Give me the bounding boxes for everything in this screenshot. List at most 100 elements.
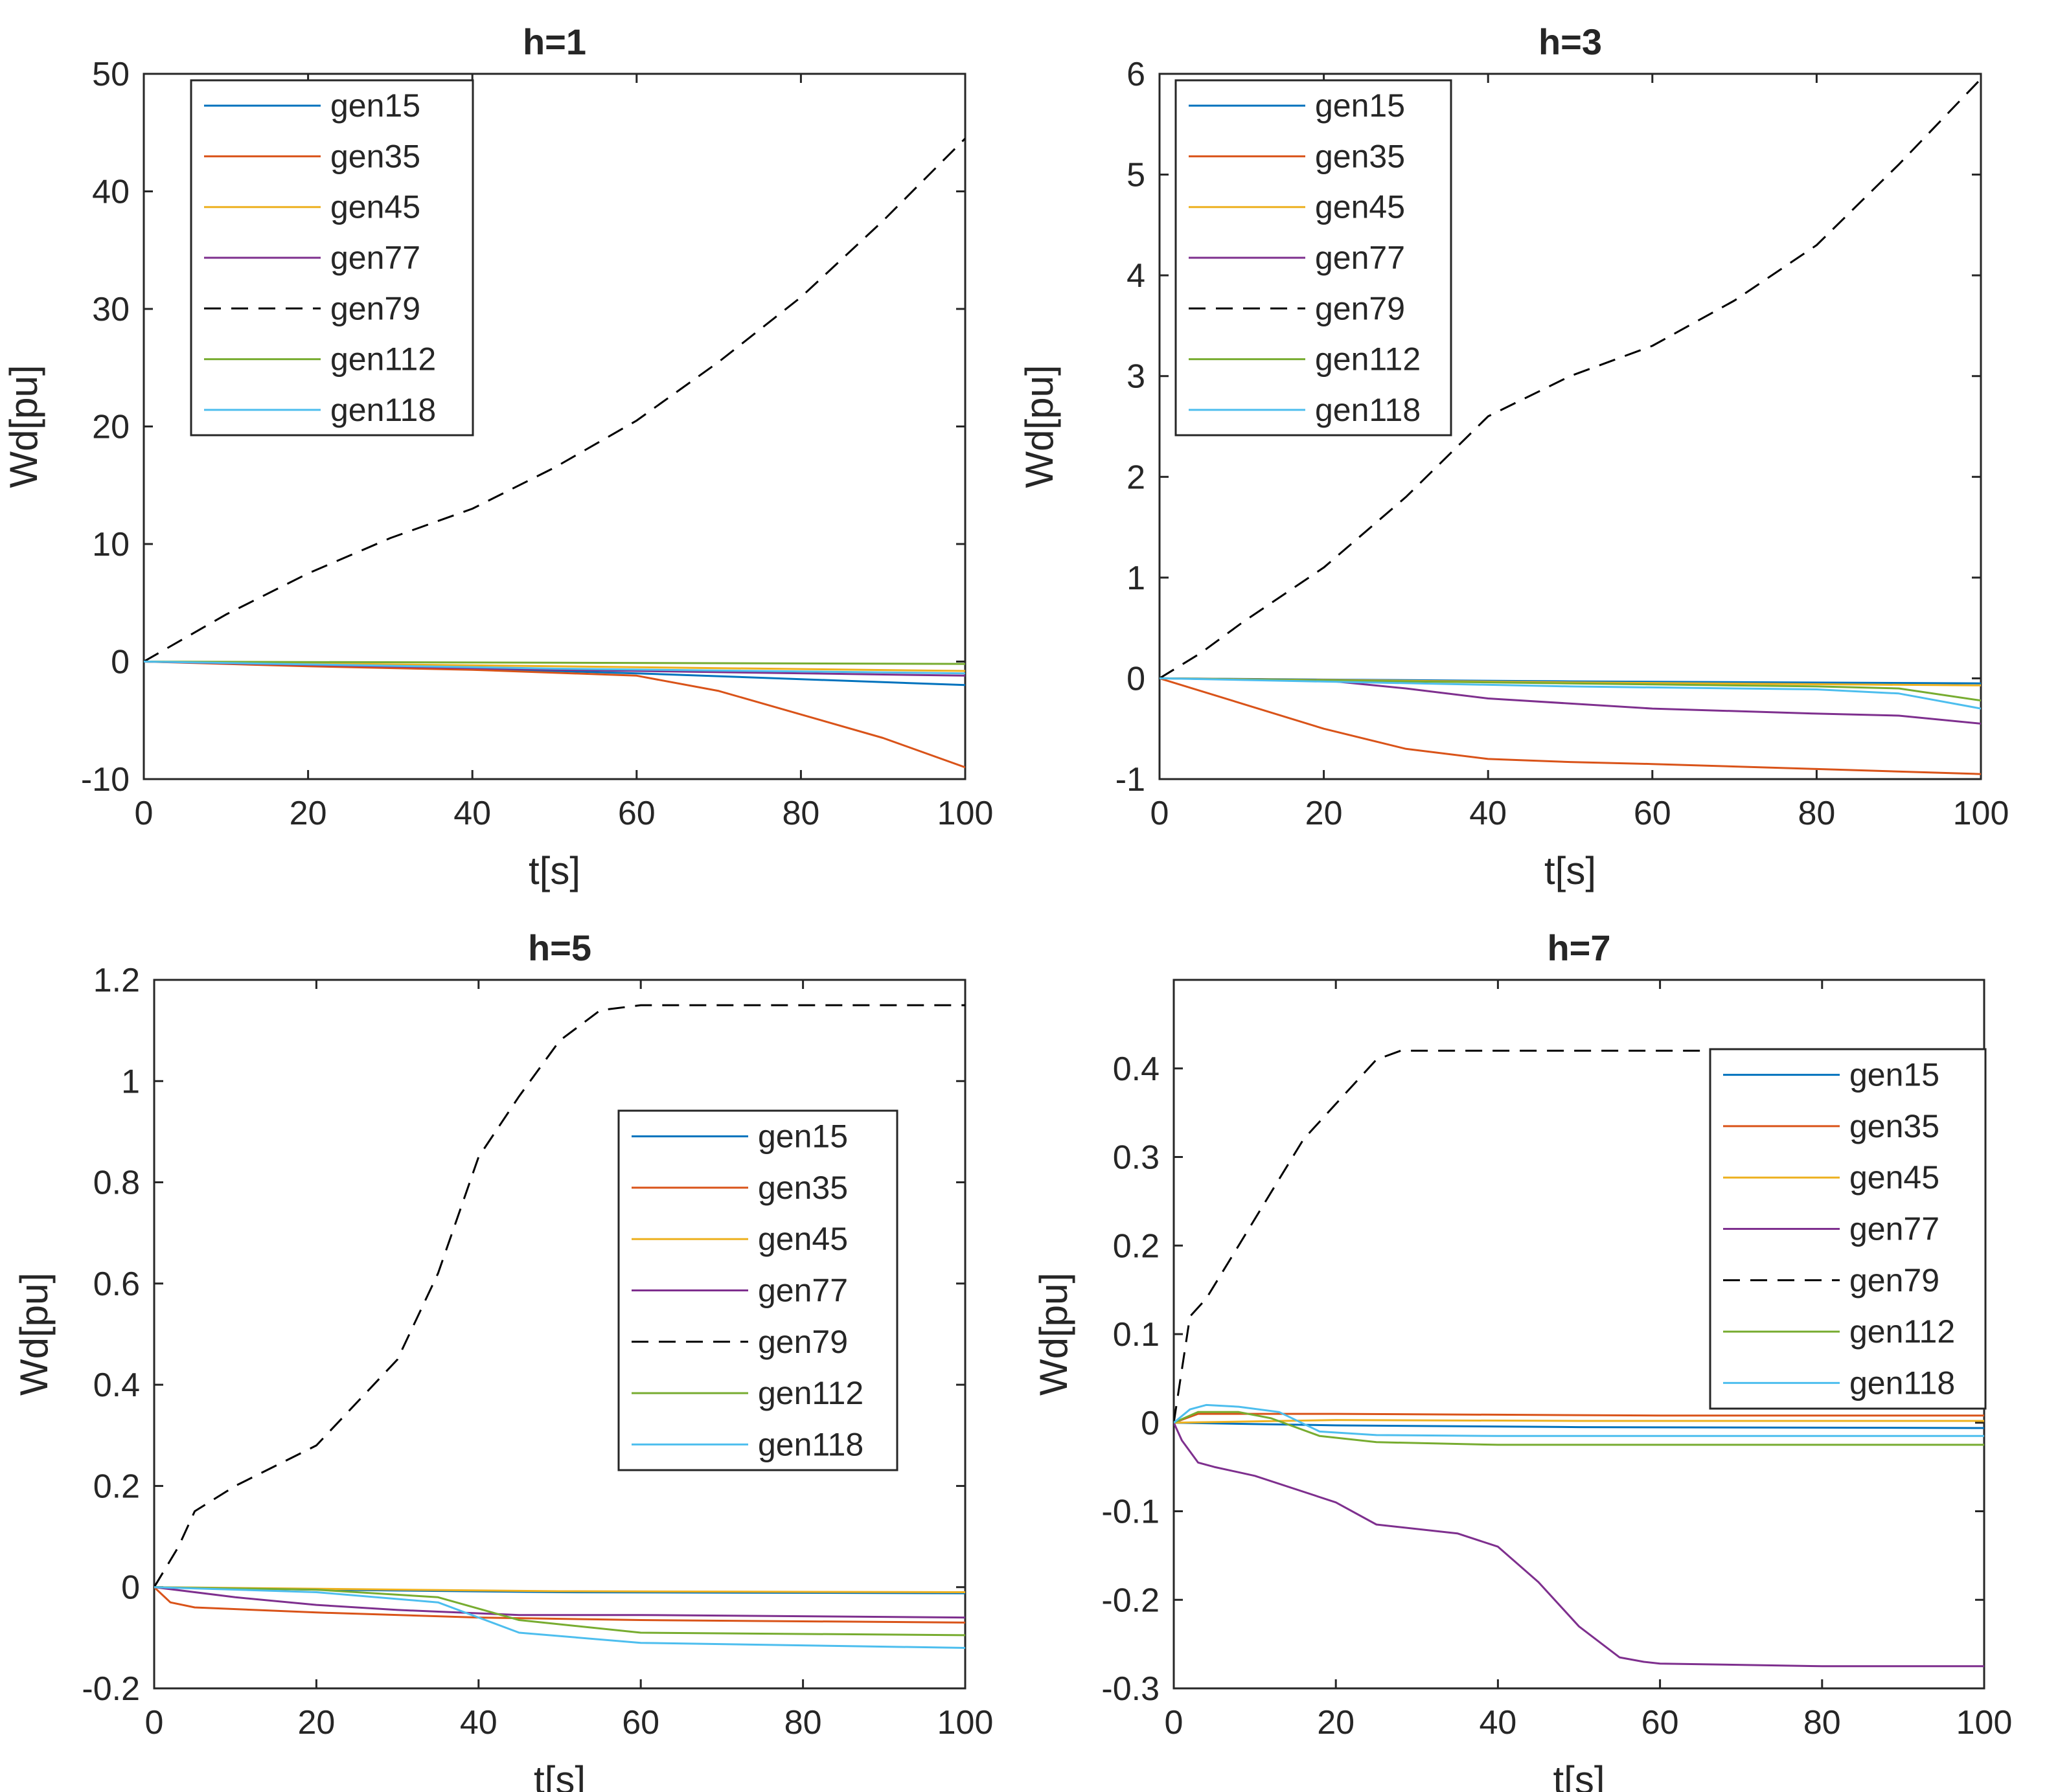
legend-label-gen45: gen45 (1849, 1159, 1939, 1196)
x-tick-label: 40 (453, 795, 491, 832)
y-tick-label: -0.3 (1101, 1670, 1160, 1708)
x-tick-label: 20 (290, 795, 327, 832)
chart-panel-4: 0 20 40 60 80 100 -0.3 -0.2 -0.1 0 0.1 0.2 0.3 0.4 h=7… (1032, 927, 2012, 1792)
legend-label-gen79: gen79 (1315, 290, 1405, 326)
x-tick-label: 0 (135, 795, 154, 832)
legend-label-gen112: gen112 (758, 1375, 863, 1411)
series-line-gen79 (144, 137, 965, 663)
x-tick-label: 80 (782, 795, 819, 832)
y-tick-label: 0.4 (93, 1367, 140, 1404)
x-tick-label: 20 (1317, 1704, 1355, 1741)
legend: gen15 gen35 gen45 gen77 gen79 gen112 gen118 (1709, 1048, 1987, 1410)
series-line-gen35 (144, 661, 965, 769)
chart-title: h=5 (528, 927, 591, 968)
series-line-gen112 (154, 1586, 965, 1637)
series-line-gen45 (1174, 1419, 1984, 1424)
y-tick-label: 1 (1126, 560, 1145, 597)
y-tick-label: 6 (1126, 56, 1145, 93)
y-tick-label: 1 (121, 1063, 140, 1100)
y-tick-label: 0 (121, 1569, 140, 1607)
y-tick-label: 4 (1126, 257, 1145, 295)
chart-title: h=3 (1538, 21, 1602, 62)
series-line-gen35 (154, 1586, 965, 1624)
legend-label-gen35: gen35 (1315, 138, 1405, 174)
y-tick-label: 10 (92, 526, 130, 563)
x-tick-label: 60 (622, 1704, 659, 1741)
legend-label-gen77: gen77 (758, 1273, 848, 1309)
y-tick-label: 0.3 (1113, 1139, 1160, 1177)
x-tick-label: 60 (1634, 795, 1671, 832)
y-tick-label: 40 (92, 174, 130, 211)
y-tick-label: 30 (92, 291, 130, 328)
series-line-gen77 (1174, 1422, 1984, 1668)
x-axis-label: t[s] (1553, 1758, 1605, 1792)
legend-label-gen118: gen118 (758, 1426, 863, 1462)
legend-label-gen118: gen118 (1849, 1365, 1955, 1401)
legend-label-gen112: gen112 (1315, 341, 1421, 378)
y-tick-label: 3 (1126, 358, 1145, 396)
legend-label-gen15: gen15 (1849, 1057, 1939, 1093)
y-tick-label: 2 (1126, 459, 1145, 496)
chart-panel-2: 0 20 40 60 80 100-10123456h=3t[s]Wd[pu]gen15g… (1018, 21, 2009, 892)
x-axis-label: t[s] (1544, 849, 1596, 892)
x-tick-label: 100 (937, 795, 994, 832)
legend-label-gen79: gen79 (758, 1324, 848, 1360)
x-tick-label: 0 (1150, 795, 1169, 832)
series-group (1160, 78, 1981, 775)
y-tick-label: -1 (1115, 761, 1145, 799)
series-line-gen118 (144, 661, 965, 675)
y-tick-label: -0.2 (82, 1670, 140, 1708)
x-tick-label: 100 (1956, 1704, 2013, 1741)
x-tick-label: 40 (460, 1704, 497, 1741)
x-tick-label: 20 (297, 1704, 335, 1741)
series-line-gen35 (1174, 1412, 1984, 1424)
x-tick-label: 100 (937, 1704, 994, 1741)
legend-label-gen35: gen35 (758, 1170, 848, 1206)
legend: gen15 gen35 gen45 gen77 gen79 gen112 gen118 (617, 1109, 898, 1471)
series-line-gen35 (1160, 677, 1981, 775)
y-tick-label: 0.6 (93, 1265, 140, 1303)
legend: gen15 gen35 gen45 gen77 gen79 gen112 gen118 (1174, 79, 1452, 437)
series-line-gen118 (1160, 677, 1981, 710)
legend-label-gen77: gen77 (330, 240, 420, 276)
legend-label-gen77: gen77 (1315, 240, 1405, 276)
legend-label-gen79: gen79 (1849, 1262, 1939, 1299)
series-line-gen79 (154, 1004, 965, 1588)
x-axis-label: t[s] (534, 1758, 586, 1792)
x-tick-label: 20 (1305, 795, 1343, 832)
y-tick-label: 0 (1141, 1405, 1160, 1442)
series-line-gen118 (1174, 1403, 1984, 1437)
x-tick-label: 0 (1165, 1704, 1183, 1741)
legend-label-gen118: gen118 (330, 392, 436, 428)
chart-panel-1: 0 20 40 60 80 100-1001020304050h=1t[s]Wd[pu]g… (2, 21, 993, 892)
legend-label-gen79: gen79 (330, 290, 420, 326)
y-tick-label: 20 (92, 409, 130, 446)
y-tick-label: 0.1 (1113, 1316, 1160, 1354)
y-tick-label: 0 (1126, 660, 1145, 698)
y-tick-label: 5 (1126, 157, 1145, 194)
series-line-gen79 (1160, 78, 1981, 679)
x-tick-label: 80 (1798, 795, 1835, 832)
x-tick-label: 40 (1479, 1704, 1516, 1741)
y-tick-label: 0.2 (93, 1468, 140, 1505)
series-line-gen112 (1160, 677, 1981, 702)
x-tick-label: 100 (1953, 795, 2009, 832)
x-tick-label: 40 (1469, 795, 1507, 832)
series-line-gen79 (1174, 1049, 1984, 1423)
y-axis-label: Wd[pu] (12, 1273, 56, 1396)
legend-label-gen45: gen45 (1315, 189, 1405, 225)
x-tick-label: 80 (784, 1704, 822, 1741)
series-line-gen77 (154, 1586, 965, 1619)
legend-label-gen15: gen15 (1315, 87, 1405, 124)
legend-label-gen77: gen77 (1849, 1211, 1939, 1247)
series-line-gen112 (1174, 1411, 1984, 1446)
series-line-gen118 (154, 1586, 965, 1649)
series-group (154, 1004, 965, 1649)
legend-label-gen35: gen35 (1849, 1108, 1939, 1144)
legend-label-gen45: gen45 (330, 189, 420, 225)
x-tick-label: 60 (618, 795, 656, 832)
y-tick-label: 50 (92, 56, 130, 93)
x-tick-label: 80 (1803, 1704, 1841, 1741)
y-axis-label: Wd[pu] (1018, 365, 1061, 488)
